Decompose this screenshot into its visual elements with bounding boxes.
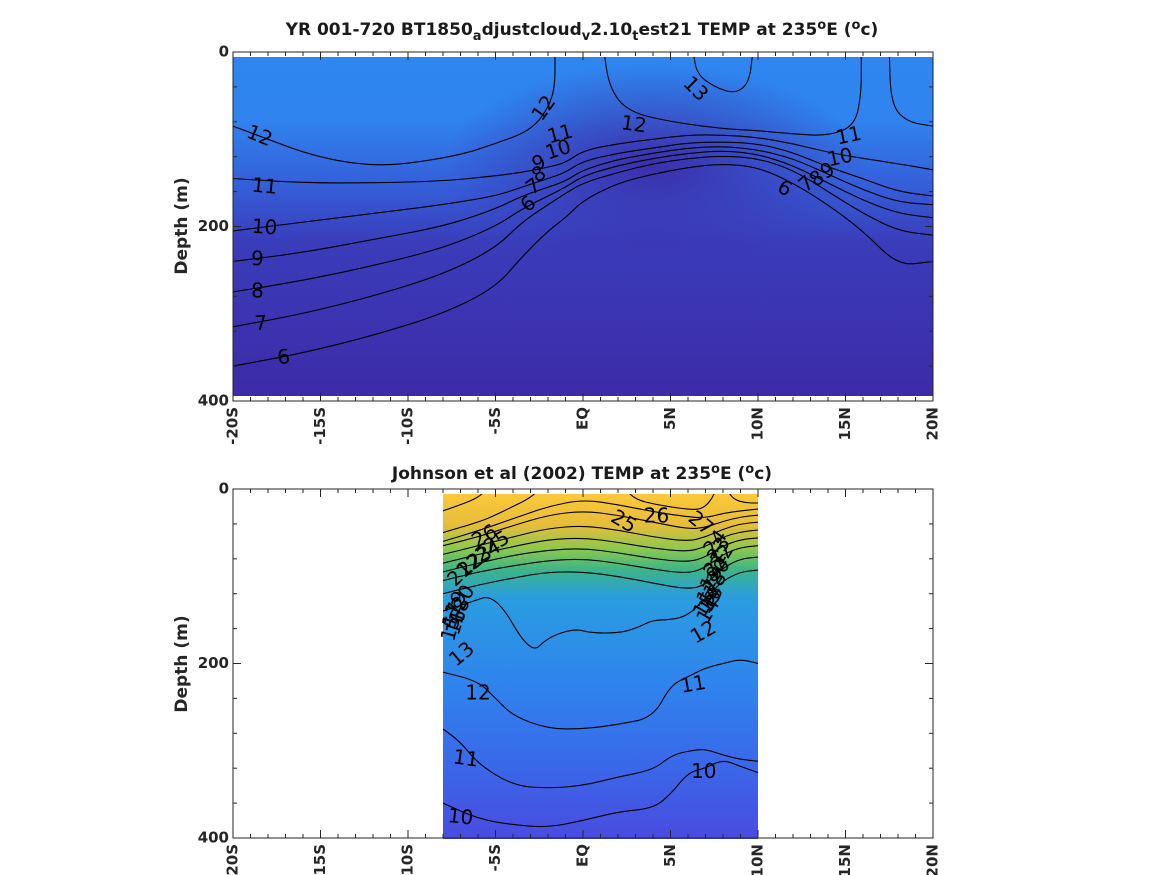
contour-24 [443,511,758,547]
contour-10 [233,141,933,232]
contour-27 [443,494,483,512]
contour-10 [443,760,758,828]
contour-27 [729,494,758,504]
contour-26 [629,494,715,510]
contour-22 [443,521,758,555]
x-tick-label: EQ [574,407,592,430]
contour-25 [443,500,758,542]
contour-12 [233,57,556,166]
x-tick-label: 10N [749,844,767,875]
contour-16 [443,545,758,582]
contour-label: 8 [251,278,264,302]
y-axis-label: Depth (m) [172,177,192,274]
contour-label: 10 [825,143,855,172]
contour-label: 12 [465,681,490,705]
model-temp-title: YR 001-720 BT1850adjustcloudv2.10test21 … [285,18,879,44]
contour-label: 26 [644,503,669,527]
x-tick-label: 20N [924,844,942,875]
contour-label: 11 [678,670,707,698]
x-tick-label: 15N [836,407,854,440]
contour-13 [693,57,753,93]
contour-26 [443,494,536,534]
contour-12 [604,57,862,136]
contour-18 [443,537,758,573]
contour-label: 11 [452,744,481,771]
x-tick-label: 5N [661,844,679,867]
y-axis-label: Depth (m) [172,615,192,712]
x-tick-label: EQ [574,844,592,867]
johnson-temp-title: Johnson et al (2002) TEMP at 235oE (oc) [391,462,772,484]
contour-9 [233,146,933,262]
contour-label: 11 [251,172,279,199]
x-ticks: -20S -15S -10S -5S EQ 5N 10N 15N 20N [224,489,942,875]
x-tick-label: 15N [836,844,854,875]
x-tick-label: -5S [486,844,504,871]
model-temp-panel: YR 001-720 BT1850adjustcloudv2.10test21 … [172,18,942,445]
y-tick-label: 0 [219,43,229,61]
contour-11 [233,134,933,184]
contour-label: 10 [447,803,475,830]
johnson-temp-panel: Johnson et al (2002) TEMP at 235oE (oc) … [172,462,942,875]
contour-label: 10 [691,759,716,783]
contour-label: 10 [251,214,278,240]
contour-20 [443,529,758,564]
y-tick-label: 0 [219,480,229,498]
x-tick-label: -5S [486,407,504,434]
contour-label: 7 [254,310,268,335]
x-tick-label: -10S [399,407,417,445]
y-tick-label: 200 [198,654,229,672]
contour-label: 9 [251,246,265,270]
x-tick-label: -10S [399,844,417,875]
contour-label: 12 [620,110,649,137]
y-tick-label: 400 [198,392,229,410]
y-ticks: 0 200 400 [198,480,933,847]
x-tick-label: -15S [311,844,329,875]
contour-label: 6 [276,344,292,370]
x-ticks: -20S -15S -10S -5S EQ 5N 10N 15N 20N [224,52,942,445]
x-tick-label: 10N [749,407,767,440]
contour-6 [233,164,933,367]
x-tick-label: -20S [224,407,242,445]
x-tick-label: -15S [311,407,329,445]
contour-8 [233,150,933,293]
y-ticks: 0 200 400 [198,43,933,410]
y-tick-label: 400 [198,829,229,847]
contour-lines [443,494,758,828]
contour-14 [443,556,758,595]
contour-lines [233,57,933,367]
x-tick-label: 5N [661,407,679,430]
x-tick-label: -20S [224,844,242,875]
contour-12 [443,659,758,730]
contour-label: 11 [834,121,864,150]
x-tick-label: 20N [924,407,942,440]
y-tick-label: 200 [198,217,229,235]
contour-11 [443,728,758,789]
contour-7 [233,155,933,328]
contour-13 [888,57,933,127]
contour-13 [443,569,758,649]
plot-fill-overlay [233,57,933,396]
